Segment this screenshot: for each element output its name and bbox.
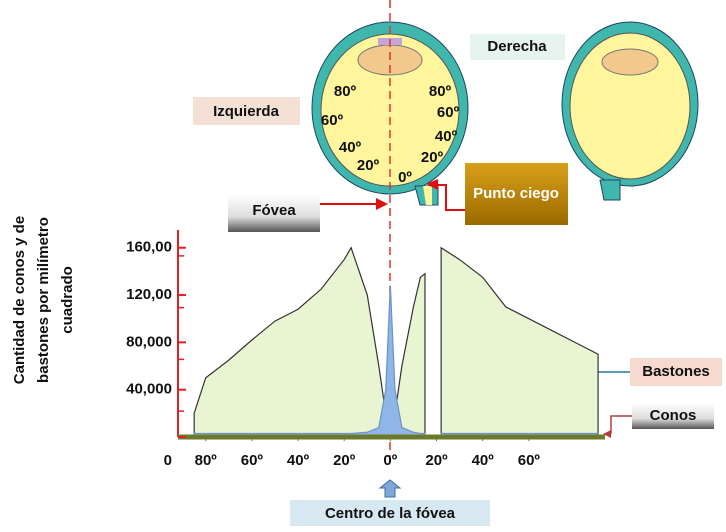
x-tick-label: 80º <box>195 452 218 469</box>
y-tick-label: 160,00 <box>126 239 172 256</box>
left-label: Izquierda <box>213 103 280 120</box>
right-eye <box>562 22 698 200</box>
arrow <box>380 480 400 497</box>
arrow <box>436 185 465 210</box>
y-tick-label: 120,00 <box>126 286 172 303</box>
legend-label: Conos <box>650 407 697 424</box>
x-tick-label: 60º <box>518 452 541 469</box>
y-axis-title-line: cuadrado <box>59 266 76 334</box>
x-tick-label: 40º <box>472 452 495 469</box>
degree-label: 80º <box>429 83 452 100</box>
fovea-label: Fóvea <box>252 202 296 219</box>
degree-label: 20º <box>421 149 444 166</box>
degree-label: 0º <box>398 169 412 186</box>
y-axis-title-line: bastones por milímetro <box>35 217 52 383</box>
arrow-head <box>376 198 388 210</box>
chart: Izquierda Derecha Fóvea Punto ciego Bast… <box>0 0 726 527</box>
right-label: Derecha <box>487 38 547 55</box>
y-tick-label: 0 <box>164 452 172 469</box>
degree-label: 40º <box>339 139 362 156</box>
x-tick-label: 40º <box>287 452 310 469</box>
legend-label: Bastones <box>642 363 710 380</box>
degree-label: 60º <box>321 112 344 129</box>
degree-label: 40º <box>435 128 458 145</box>
x-tick-label: 20º <box>425 452 448 469</box>
legend-arrow <box>611 416 632 434</box>
x-note: Centro de la fóvea <box>325 505 456 522</box>
degree-label: 20º <box>357 157 380 174</box>
y-axis-title-line: Cantidad de conos y de <box>11 216 28 384</box>
y-tick-label: 40,000 <box>126 381 172 398</box>
x-tick-label: 60º <box>241 452 264 469</box>
x-tick-label: 20º <box>333 452 356 469</box>
blind-spot-label: Punto ciego <box>473 185 559 202</box>
x-tick-label: 0º <box>383 452 397 469</box>
degree-label: 60º <box>437 104 460 121</box>
y-tick-label: 80,000 <box>126 333 172 350</box>
degree-label: 80º <box>334 83 357 100</box>
y-axis-title: Cantidad de conos y de bastones por milím… <box>11 216 76 384</box>
